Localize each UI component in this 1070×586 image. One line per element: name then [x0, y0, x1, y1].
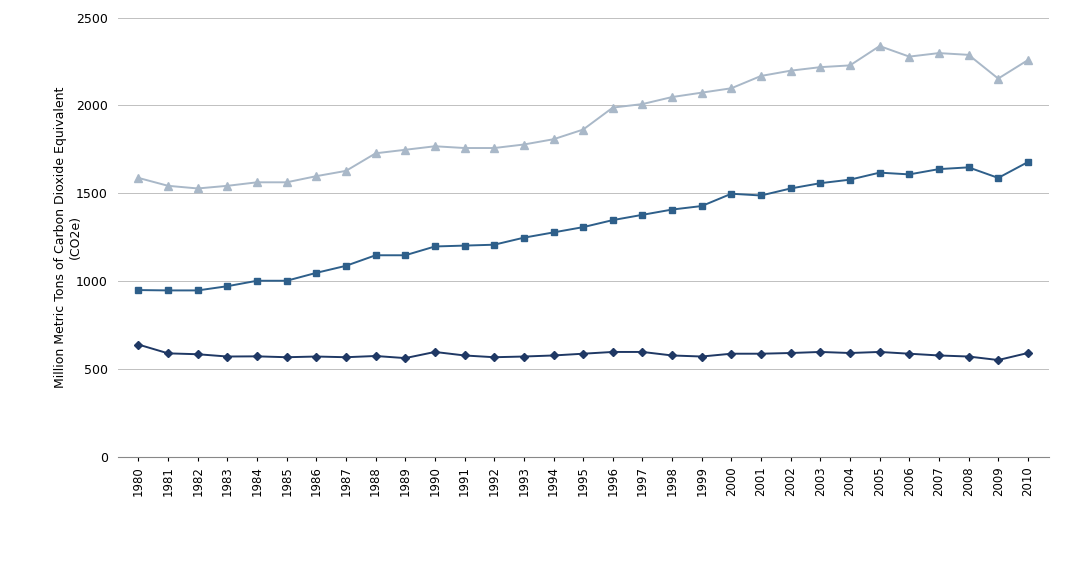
On-Site Combustion [280, 354, 293, 361]
On-Site Combustion [843, 349, 856, 356]
Total Emissions [458, 145, 471, 152]
On-Site Combustion [518, 353, 531, 360]
On-Site Combustion [962, 353, 975, 360]
Electricity [339, 263, 352, 270]
Total Emissions [518, 141, 531, 148]
On-Site Combustion [428, 349, 441, 356]
On-Site Combustion [399, 355, 412, 362]
Electricity [636, 212, 648, 219]
Total Emissions [636, 101, 648, 108]
Line: On-Site Combustion: On-Site Combustion [135, 342, 1031, 363]
Total Emissions [814, 64, 827, 71]
Total Emissions [399, 146, 412, 154]
Electricity [843, 176, 856, 183]
Total Emissions [903, 53, 916, 60]
On-Site Combustion [725, 350, 738, 357]
On-Site Combustion [903, 350, 916, 357]
Electricity [607, 217, 620, 224]
Line: Electricity: Electricity [135, 159, 1031, 294]
On-Site Combustion [666, 352, 678, 359]
Total Emissions [250, 179, 263, 186]
Total Emissions [192, 185, 204, 192]
On-Site Combustion [873, 349, 886, 356]
Total Emissions [221, 182, 234, 189]
Y-axis label: Million Metric Tons of Carbon Dioxide Equivalent
(CO2e): Million Metric Tons of Carbon Dioxide Eq… [54, 87, 81, 388]
Electricity [518, 234, 531, 241]
Total Emissions [280, 179, 293, 186]
Total Emissions [132, 175, 144, 182]
Electricity [250, 277, 263, 284]
On-Site Combustion [754, 350, 767, 357]
Total Emissions [162, 182, 174, 189]
Electricity [992, 175, 1005, 182]
Electricity [488, 241, 501, 248]
Electricity [458, 242, 471, 249]
On-Site Combustion [814, 349, 827, 356]
On-Site Combustion [932, 352, 945, 359]
Total Emissions [754, 73, 767, 80]
Electricity [369, 252, 382, 259]
Total Emissions [339, 168, 352, 175]
On-Site Combustion [162, 350, 174, 357]
On-Site Combustion [369, 352, 382, 359]
Line: Total Emissions: Total Emissions [135, 42, 1031, 192]
Electricity [903, 171, 916, 178]
Electricity [962, 164, 975, 171]
Electricity [547, 229, 560, 236]
Electricity [814, 180, 827, 187]
Electricity [132, 287, 144, 294]
Electricity [873, 169, 886, 176]
On-Site Combustion [339, 354, 352, 361]
On-Site Combustion [1022, 349, 1035, 356]
Total Emissions [547, 136, 560, 143]
Electricity [310, 270, 323, 277]
Electricity [1022, 159, 1035, 166]
On-Site Combustion [607, 349, 620, 356]
Total Emissions [784, 67, 797, 74]
Total Emissions [696, 89, 708, 96]
Electricity [666, 206, 678, 213]
On-Site Combustion [192, 350, 204, 357]
Total Emissions [843, 62, 856, 69]
Electricity [428, 243, 441, 250]
Total Emissions [666, 94, 678, 101]
Electricity [162, 287, 174, 294]
Total Emissions [577, 126, 590, 133]
Electricity [192, 287, 204, 294]
Electricity [399, 252, 412, 259]
On-Site Combustion [221, 353, 234, 360]
On-Site Combustion [784, 349, 797, 356]
Total Emissions [607, 104, 620, 111]
On-Site Combustion [250, 353, 263, 360]
Electricity [725, 190, 738, 197]
On-Site Combustion [636, 349, 648, 356]
On-Site Combustion [577, 350, 590, 357]
Electricity [280, 277, 293, 284]
Electricity [932, 166, 945, 173]
Electricity [754, 192, 767, 199]
Electricity [696, 203, 708, 210]
Total Emissions [488, 145, 501, 152]
Electricity [221, 282, 234, 289]
Total Emissions [369, 150, 382, 157]
Total Emissions [725, 85, 738, 92]
On-Site Combustion [992, 356, 1005, 363]
Total Emissions [962, 52, 975, 59]
Total Emissions [932, 50, 945, 57]
Total Emissions [310, 173, 323, 180]
On-Site Combustion [488, 354, 501, 361]
On-Site Combustion [458, 352, 471, 359]
Electricity [577, 224, 590, 231]
Electricity [784, 185, 797, 192]
On-Site Combustion [696, 353, 708, 360]
Total Emissions [1022, 57, 1035, 64]
On-Site Combustion [310, 353, 323, 360]
On-Site Combustion [547, 352, 560, 359]
On-Site Combustion [132, 341, 144, 348]
Total Emissions [992, 75, 1005, 82]
Total Emissions [873, 43, 886, 50]
Total Emissions [428, 143, 441, 150]
